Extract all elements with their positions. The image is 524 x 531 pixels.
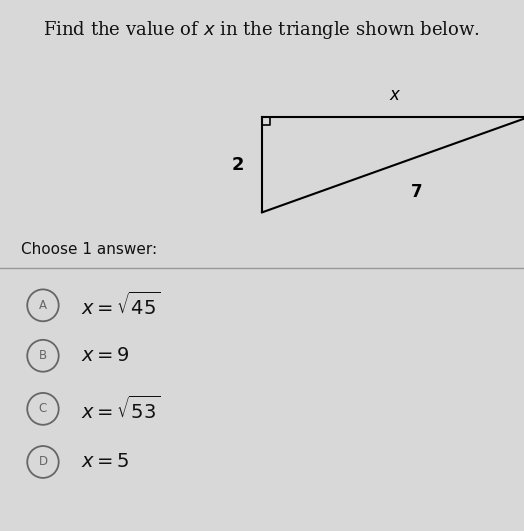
- Text: $x = \sqrt{53}$: $x = \sqrt{53}$: [81, 395, 160, 423]
- Text: Find the value of $x$ in the triangle shown below.: Find the value of $x$ in the triangle sh…: [43, 19, 481, 40]
- Text: $x = \sqrt{45}$: $x = \sqrt{45}$: [81, 292, 160, 319]
- Text: 7: 7: [411, 183, 422, 201]
- Text: 2: 2: [231, 156, 244, 174]
- Text: A: A: [39, 299, 47, 312]
- Text: D: D: [38, 456, 48, 468]
- Text: Choose 1 answer:: Choose 1 answer:: [21, 242, 157, 256]
- Text: $x = 9$: $x = 9$: [81, 347, 130, 365]
- Text: B: B: [39, 349, 47, 362]
- Text: $x = 5$: $x = 5$: [81, 453, 130, 471]
- Text: C: C: [39, 402, 47, 415]
- Text: $x$: $x$: [389, 85, 402, 104]
